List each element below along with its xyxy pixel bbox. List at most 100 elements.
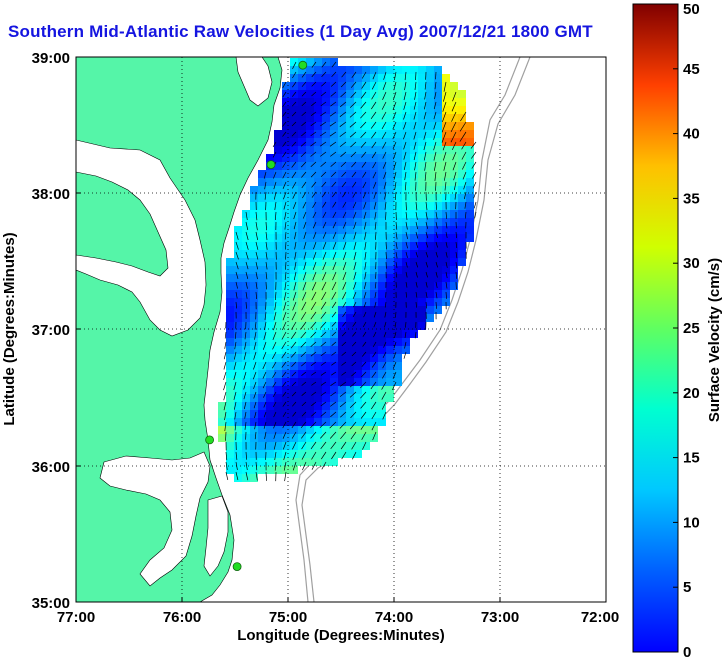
velocity-arrow [322,221,327,229]
velocity-cell [274,458,282,466]
velocity-cell [410,154,418,162]
velocity-cell [378,314,386,322]
velocity-cell [426,306,434,314]
velocity-cell [378,346,386,354]
velocity-arrow [253,351,257,360]
velocity-cell [274,442,282,450]
velocity-arrow [371,411,377,420]
velocity-cell [258,314,266,322]
velocity-arrow [423,111,427,120]
velocity-cell [458,98,466,106]
velocity-cell [370,90,378,98]
velocity-arrow [405,201,407,211]
velocity-arrow [283,451,287,461]
velocity-cell [370,186,378,194]
velocity-cell [354,298,362,306]
velocity-cell [282,266,290,274]
colorbar-tick-label: 30 [683,255,700,272]
velocity-cell [458,194,466,202]
velocity-arrow [263,331,267,340]
velocity-arrow [445,251,448,258]
velocity-cell [330,218,338,226]
velocity-cell [378,74,386,82]
velocity-cell [330,426,338,434]
velocity-arrow [455,231,458,239]
velocity-arrow [423,121,427,130]
velocity-cell [370,226,378,234]
velocity-arrow [339,111,347,117]
velocity-arrow [381,121,387,130]
x-tick-label: 75:00 [269,609,307,626]
velocity-arrow [341,171,347,178]
velocity-arrow [330,381,337,386]
velocity-arrow [352,181,357,188]
velocity-cell [354,306,362,314]
velocity-cell [338,194,346,202]
velocity-arrow [291,171,297,179]
velocity-arrow [273,171,277,179]
velocity-cell [386,202,394,210]
y-axis-label: Latitude (Degrees:Minutes) [1,232,18,425]
velocity-cell [386,378,394,386]
velocity-cell [346,394,354,402]
velocity-arrow [425,251,429,258]
velocity-arrow [285,251,287,260]
velocity-arrow [283,301,287,311]
velocity-arrow [450,121,457,133]
velocity-cell [338,450,346,458]
velocity-cell [442,274,450,282]
velocity-cell [266,442,274,450]
velocity-cell [258,378,266,386]
velocity-cell [250,362,258,370]
velocity-arrow [282,101,287,107]
velocity-cell [346,306,354,314]
velocity-arrow [320,401,327,407]
velocity-arrow [331,281,337,291]
velocity-cell [298,202,306,210]
velocity-arrow [311,291,317,301]
velocity-cell [378,298,386,306]
colorbar-tick-label: 40 [683,126,700,143]
velocity-cell [386,194,394,202]
velocity-arrow [370,121,377,129]
velocity-cell [338,274,346,282]
velocity-arrow [332,251,337,260]
velocity-arrow [472,181,477,189]
velocity-arrow [350,151,357,158]
velocity-cell [362,66,370,74]
velocity-arrow [320,441,327,450]
velocity-cell [258,434,266,442]
velocity-cell [298,90,306,98]
velocity-arrow [442,111,447,123]
velocity-arrow [302,271,307,281]
velocity-cell [410,266,418,274]
velocity-cell [234,466,242,474]
velocity-arrow [361,81,367,89]
velocity-cell [258,426,266,434]
velocity-cell [314,218,322,226]
velocity-cell [386,274,394,282]
velocity-arrow [274,461,277,471]
velocity-arrow [403,121,407,130]
velocity-cell [346,122,354,130]
velocity-arrow [293,281,297,291]
velocity-cell [362,90,370,98]
velocity-cell [306,178,314,186]
velocity-arrow [441,131,447,143]
velocity-cell [370,250,378,258]
velocity-cell [266,370,274,378]
velocity-arrow [404,331,407,339]
velocity-cell [362,322,370,330]
velocity-cell [410,202,418,210]
velocity-arrow [393,81,397,91]
velocity-arrow [382,351,387,359]
velocity-arrow [395,271,398,278]
velocity-arrow [342,201,347,208]
velocity-arrow [435,231,438,238]
velocity-cell [354,162,362,170]
velocity-arrow [383,171,387,180]
velocity-arrow [381,101,387,110]
velocity-arrow [363,301,367,308]
velocity-cell [386,386,394,394]
velocity-arrow [310,431,317,439]
